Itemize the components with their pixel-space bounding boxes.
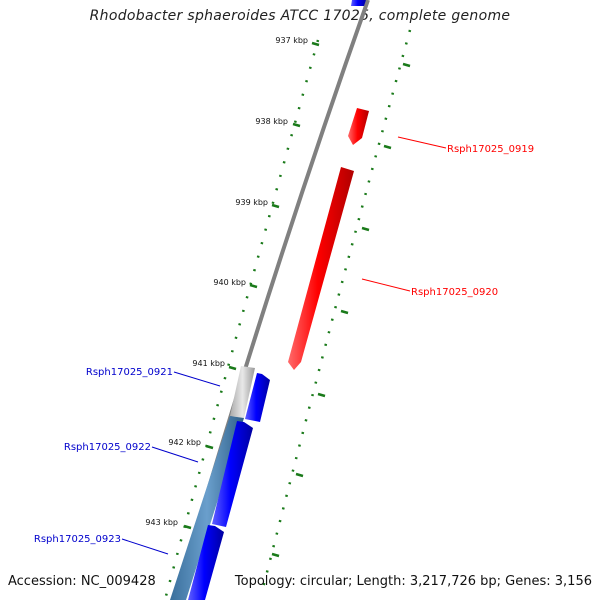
gene-label-rsph17025-0922[interactable]: Rsph17025_0922 bbox=[64, 442, 151, 453]
feature-bar-gray bbox=[230, 366, 255, 418]
genome-summary: Topology: circular; Length: 3,217,726 bp… bbox=[234, 574, 592, 589]
tick-label: 941 kbp bbox=[192, 359, 225, 368]
callout-line bbox=[151, 446, 199, 463]
major-tick bbox=[383, 144, 392, 150]
major-ticks bbox=[183, 41, 411, 558]
major-tick bbox=[295, 472, 304, 478]
major-tick bbox=[402, 62, 411, 68]
tick-label: 938 kbp bbox=[255, 117, 288, 126]
tick-label: 943 kbp bbox=[145, 518, 178, 527]
major-tick bbox=[361, 226, 370, 232]
callout-line bbox=[397, 136, 447, 149]
major-tick bbox=[183, 524, 192, 530]
major-tick bbox=[249, 283, 258, 289]
outer-tick-track bbox=[260, 29, 412, 593]
major-tick bbox=[311, 41, 320, 47]
callout-line bbox=[361, 278, 411, 292]
callout-line bbox=[121, 538, 169, 555]
major-tick bbox=[271, 552, 280, 558]
gene-label-rsph17025-0923[interactable]: Rsph17025_0923 bbox=[34, 534, 121, 545]
major-tick bbox=[271, 203, 280, 209]
gene-label-rsph17025-0920[interactable]: Rsph17025_0920 bbox=[411, 287, 498, 298]
major-tick bbox=[228, 365, 237, 371]
tick-label: 940 kbp bbox=[213, 278, 246, 287]
gene-arrow-rsph17025-0922[interactable] bbox=[212, 421, 253, 527]
major-tick bbox=[317, 392, 326, 398]
gene-arrow-rsph17025-0920[interactable] bbox=[288, 167, 354, 370]
major-tick bbox=[292, 122, 301, 128]
gene-label-rsph17025-0921[interactable]: Rsph17025_0921 bbox=[86, 367, 173, 378]
tick-label: 942 kbp bbox=[168, 438, 201, 447]
map-title: Rhodobacter sphaeroides ATCC 17025, comp… bbox=[89, 8, 511, 24]
major-tick bbox=[205, 444, 214, 450]
gene-arrow-rsph17025-0919[interactable] bbox=[348, 108, 369, 145]
callout-line bbox=[173, 371, 221, 387]
tick-label: 939 kbp bbox=[235, 198, 268, 207]
tick-label: 937 kbp bbox=[275, 36, 308, 45]
gene-label-rsph17025-0919[interactable]: Rsph17025_0919 bbox=[447, 144, 534, 155]
gene-arrow-rsph17025-0921[interactable] bbox=[245, 373, 270, 422]
major-tick bbox=[340, 309, 349, 315]
accession-label: Accession: NC_009428 bbox=[8, 574, 156, 589]
gene-arrow-rsph17025-0923[interactable] bbox=[188, 525, 224, 600]
feature-bar-steel bbox=[170, 416, 244, 600]
gene-arrow[interactable] bbox=[351, 0, 366, 6]
